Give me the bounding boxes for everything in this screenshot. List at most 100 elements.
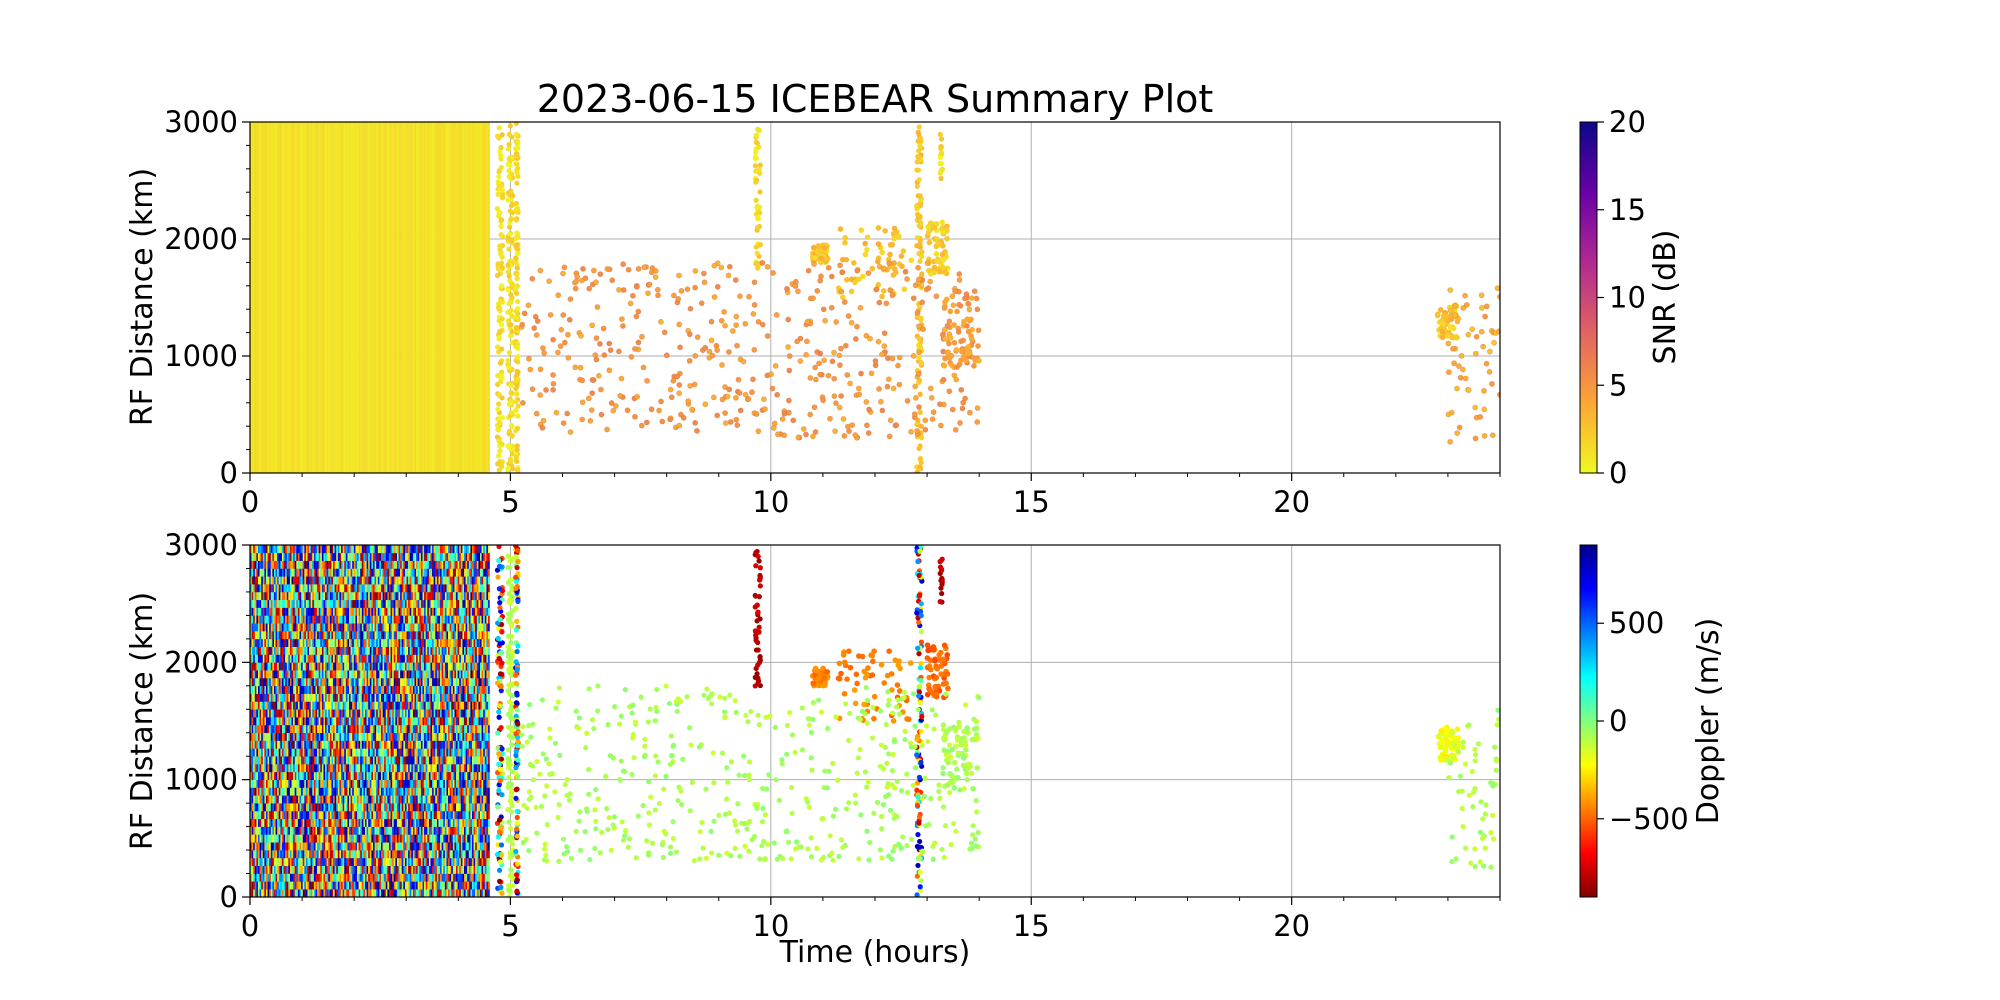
data-cell — [265, 795, 268, 804]
data-cell — [350, 693, 353, 702]
data-cell — [368, 631, 370, 640]
data-cell — [273, 654, 276, 663]
data-cell — [297, 740, 300, 749]
data-cell — [352, 857, 355, 867]
data-cell — [355, 552, 358, 561]
data-strip — [448, 122, 450, 473]
data-cell — [350, 568, 353, 577]
data-cell — [342, 740, 345, 749]
data-point — [864, 234, 871, 240]
data-cell — [251, 685, 254, 694]
data-cell — [305, 764, 308, 773]
data-cell — [275, 662, 278, 671]
data-cell — [313, 818, 316, 827]
data-cell — [320, 724, 323, 734]
data-cell — [305, 771, 308, 780]
data-strip — [470, 122, 473, 473]
data-strip — [406, 122, 409, 473]
data-cell — [265, 771, 268, 780]
data-point — [833, 400, 839, 407]
data-cell — [272, 607, 275, 616]
data-cell — [265, 803, 268, 812]
data-cell — [269, 732, 271, 741]
data-cell — [302, 787, 305, 796]
data-cell — [302, 865, 305, 874]
data-cell — [342, 756, 345, 765]
data-cell — [273, 646, 276, 655]
data-cell — [275, 717, 278, 726]
data-cell — [285, 654, 287, 663]
data-point — [733, 322, 740, 329]
data-cell — [318, 685, 321, 694]
data-cell — [270, 662, 273, 671]
data-cell — [347, 756, 350, 765]
data-point — [700, 270, 707, 277]
data-cell — [344, 764, 347, 773]
data-cell — [310, 834, 313, 843]
data-cell — [325, 646, 327, 655]
data-point — [840, 294, 846, 301]
data-cell — [310, 748, 313, 757]
data-cell — [312, 756, 315, 765]
data-point — [498, 223, 504, 229]
data-point — [754, 205, 760, 211]
data-cell — [265, 638, 268, 647]
data-cell — [318, 623, 321, 632]
data-point — [960, 399, 967, 406]
data-cell — [318, 599, 321, 608]
data-cell — [331, 756, 334, 765]
data-cell — [262, 560, 265, 569]
data-point — [821, 357, 827, 364]
data-point — [771, 420, 778, 427]
data-cell — [317, 889, 319, 897]
data-cell — [360, 724, 363, 734]
data-cell — [253, 771, 255, 780]
data-cell — [269, 685, 271, 694]
data-cell — [360, 591, 363, 601]
data-point — [514, 275, 520, 282]
data-strip — [427, 122, 430, 473]
data-point — [1450, 325, 1457, 332]
data-cell — [323, 670, 326, 679]
data-cell — [272, 850, 275, 859]
data-cell — [296, 842, 299, 851]
data-cell — [283, 693, 286, 702]
data-cell — [267, 670, 270, 679]
data-point — [757, 242, 764, 248]
data-cell — [353, 545, 356, 554]
data-cell — [265, 810, 268, 820]
data-cell — [281, 810, 284, 820]
data-point — [959, 405, 966, 412]
data-cell — [349, 842, 351, 851]
data-cell — [289, 545, 292, 554]
data-cell — [368, 623, 370, 632]
data-cell — [304, 818, 307, 827]
data-cell — [317, 638, 319, 647]
data-cell — [307, 685, 310, 694]
data-cell — [349, 818, 351, 827]
data-point — [750, 311, 757, 317]
data-cell — [288, 584, 291, 593]
data-cell — [286, 584, 289, 593]
data-cell — [349, 748, 351, 757]
data-cell — [297, 779, 300, 788]
data-cell — [334, 677, 337, 687]
data-point — [498, 232, 504, 238]
data-cell — [269, 677, 271, 687]
data-cell — [288, 818, 291, 827]
data-cell — [365, 803, 367, 812]
data-cell — [331, 693, 334, 702]
data-cell — [313, 677, 316, 687]
data-cell — [321, 779, 324, 788]
data-cell — [325, 584, 327, 593]
data-cell — [349, 623, 351, 632]
data-cell — [261, 646, 263, 655]
data-point — [822, 317, 828, 324]
data-cell — [339, 591, 342, 601]
data-point — [560, 270, 566, 277]
data-cell — [341, 717, 343, 726]
data-cell — [256, 591, 259, 601]
data-cell — [251, 638, 254, 647]
data-cell — [264, 764, 267, 773]
data-cell — [281, 748, 284, 757]
